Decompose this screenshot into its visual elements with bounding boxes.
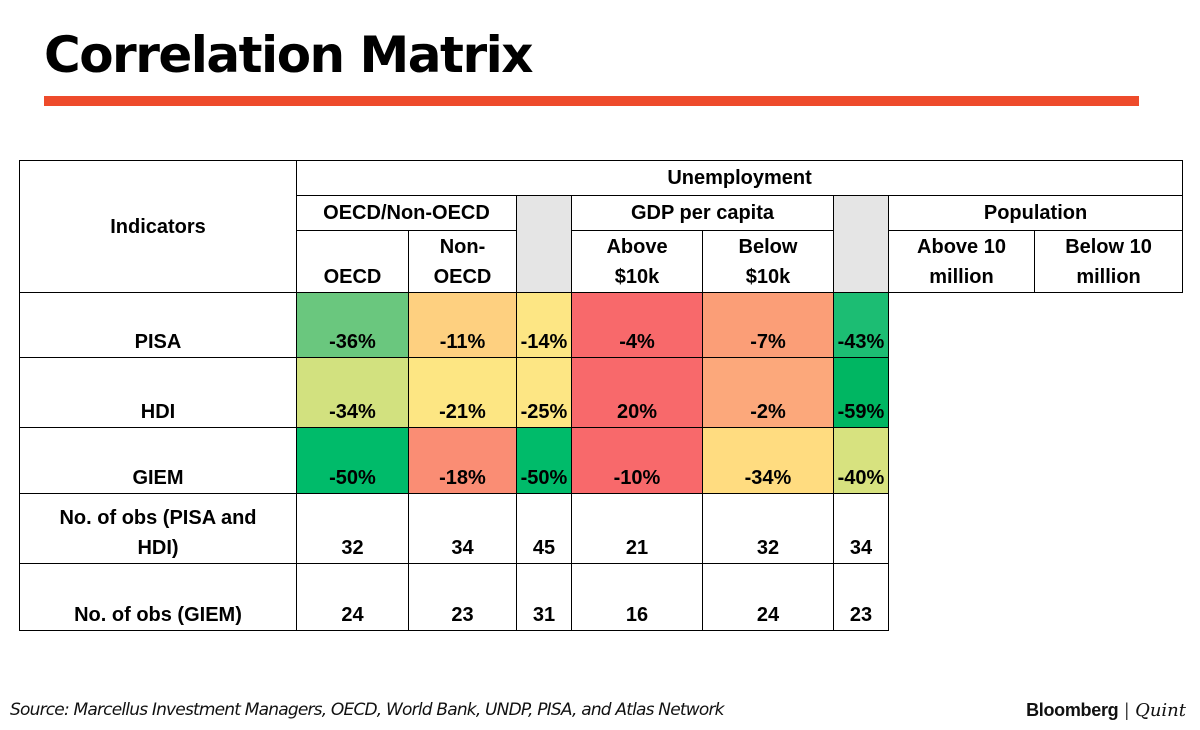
cell-text-line: million xyxy=(1076,266,1141,288)
obs-count-cell: 16 xyxy=(571,563,703,631)
cell-text-line: $10k xyxy=(745,266,791,288)
group-header: Population xyxy=(887,195,1184,231)
cell-text-line: Below 10 xyxy=(1065,236,1152,258)
correlation-cell: -7% xyxy=(702,292,834,358)
correlation-cell: -50% xyxy=(296,427,409,494)
correlation-cell: -59% xyxy=(833,357,889,428)
obs-count-cell: 32 xyxy=(702,493,834,564)
row-label: GIEM xyxy=(19,427,297,494)
group-header: OECD/Non-OECD xyxy=(296,195,517,231)
correlation-cell: -50% xyxy=(516,427,572,494)
cell-text-line: Below xyxy=(738,236,798,258)
obs-count-cell: 31 xyxy=(516,563,572,631)
indicators-header: Indicators xyxy=(19,160,297,293)
obs-count-cell: 32 xyxy=(296,493,409,564)
correlation-cell: -25% xyxy=(516,357,572,428)
unemployment-header: Unemployment xyxy=(295,160,1184,196)
row-label: HDI xyxy=(19,357,297,428)
column-header: Non- OECD xyxy=(408,230,517,293)
logo-brand: Bloomberg xyxy=(1026,700,1119,720)
group-header: GDP per capita xyxy=(571,195,834,231)
correlation-cell: -36% xyxy=(296,292,409,358)
cell-text-line: Above xyxy=(606,236,668,258)
separator-gap xyxy=(833,195,889,293)
cell-text-line: PISA xyxy=(134,331,182,353)
row-label: No. of obs (GIEM) xyxy=(19,563,297,631)
column-header: Above 10 million xyxy=(888,230,1035,293)
table-row: No. of obs (GIEM) 24 23 31 16 24 23 xyxy=(19,563,1183,631)
column-header: Above $10k xyxy=(571,230,703,293)
row-label: PISA xyxy=(19,292,297,358)
obs-count-cell: 34 xyxy=(408,493,517,564)
logo-separator: | xyxy=(1124,700,1130,720)
correlation-cell: -43% xyxy=(833,292,889,358)
obs-count-cell: 34 xyxy=(833,493,889,564)
correlation-cell: -4% xyxy=(571,292,703,358)
row-label: No. of obs (PISA and HDI) xyxy=(19,493,297,564)
table-row: PISA -36% -11% -14% -4% -7% -43% xyxy=(19,292,1183,358)
page-title: Correlation Matrix xyxy=(44,26,534,84)
cell-text-line: million xyxy=(929,266,994,288)
correlation-cell: -14% xyxy=(516,292,572,358)
correlation-cell: -21% xyxy=(408,357,517,428)
cell-text-line: Non- xyxy=(439,236,486,258)
cell-text-line: HDI) xyxy=(137,537,179,559)
column-header: Below 10 million xyxy=(1033,230,1184,293)
correlation-cell: 20% xyxy=(571,357,703,428)
cell-text-line: GIEM xyxy=(132,467,184,489)
cell-text-line: Above 10 xyxy=(917,236,1006,258)
title-underline xyxy=(44,96,1139,106)
cell-text-line: OECD xyxy=(433,266,492,288)
source-note: Source: Marcellus Investment Managers, O… xyxy=(10,700,724,720)
correlation-cell: -34% xyxy=(702,427,834,494)
separator-gap xyxy=(516,195,572,293)
obs-count-cell: 24 xyxy=(702,563,834,631)
column-header: Below $10k xyxy=(702,230,834,293)
logo-brand-secondary: Quint xyxy=(1135,700,1186,721)
correlation-cell: -34% xyxy=(296,357,409,428)
table-row: HDI -34% -21% -25% 20% -2% -59% xyxy=(19,357,1183,428)
table-row: GIEM -50% -18% -50% -10% -34% -40% xyxy=(19,427,1183,494)
obs-count-cell: 45 xyxy=(516,493,572,564)
obs-count-cell: 23 xyxy=(833,563,889,631)
cell-text-line: $10k xyxy=(614,266,660,288)
cell-text-line: No. of obs (GIEM) xyxy=(74,604,242,626)
correlation-table: Indicators Unemployment OECD/Non-OECD GD… xyxy=(19,160,1184,631)
correlation-cell: -40% xyxy=(833,427,889,494)
cell-text-line: No. of obs (PISA and xyxy=(59,507,257,529)
publisher-logo: Bloomberg | Quint xyxy=(1026,700,1186,721)
correlation-cell: -2% xyxy=(702,357,834,428)
obs-count-cell: 24 xyxy=(296,563,409,631)
cell-text-line: HDI xyxy=(140,401,176,423)
obs-count-cell: 23 xyxy=(408,563,517,631)
table-row: No. of obs (PISA and HDI) 32 34 45 21 32 34 xyxy=(19,493,1183,564)
column-header: OECD xyxy=(296,230,409,293)
correlation-cell: -18% xyxy=(408,427,517,494)
obs-count-cell: 21 xyxy=(571,493,703,564)
cell-text-line: OECD xyxy=(323,266,382,288)
correlation-cell: -11% xyxy=(408,292,517,358)
correlation-cell: -10% xyxy=(571,427,703,494)
